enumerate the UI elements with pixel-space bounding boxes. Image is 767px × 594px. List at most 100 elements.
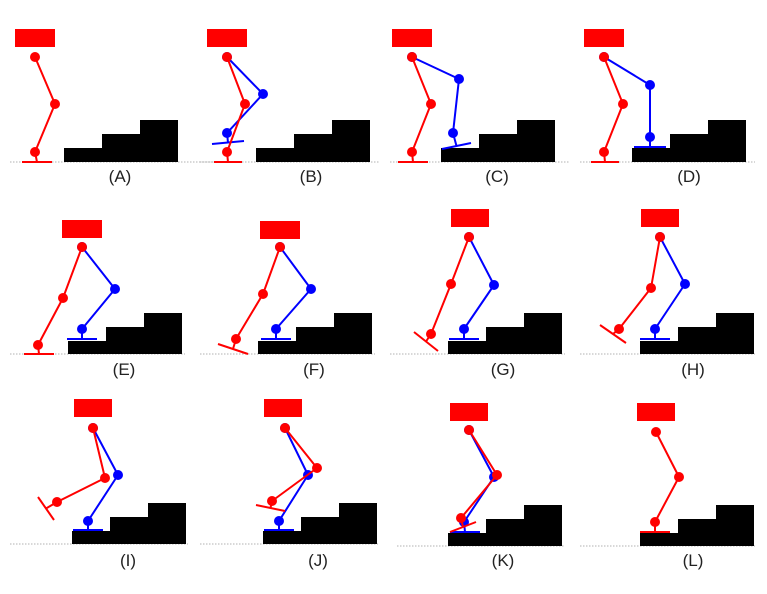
- torso-block-e: [62, 220, 102, 238]
- panel-a: [10, 29, 230, 163]
- right-ankle-joint-g: [459, 324, 469, 334]
- panel-b: [200, 29, 380, 163]
- torso-block-h: [641, 209, 679, 227]
- panel-e: [10, 220, 185, 355]
- left-hip-joint-c: [407, 52, 417, 62]
- right-knee-joint-i: [113, 470, 123, 480]
- left-hip-joint-e: [77, 242, 87, 252]
- left-knee-joint-i: [100, 473, 110, 483]
- left-ankle-joint-k: [456, 513, 466, 523]
- torso-block-g: [451, 209, 489, 227]
- panel-label-h: (H): [681, 360, 705, 379]
- torso-block-i: [74, 399, 112, 417]
- left-hip-joint-l: [651, 427, 661, 437]
- left-knee-joint-a: [50, 99, 60, 109]
- torso-block-f: [260, 221, 300, 239]
- panel-label-g: (G): [491, 360, 516, 379]
- torso-block-k: [450, 403, 488, 421]
- torso-block-c: [392, 29, 432, 47]
- stair-step-3-j: [339, 503, 377, 544]
- left-knee-joint-l: [674, 472, 684, 482]
- panel-j: [200, 399, 378, 545]
- left-knee-joint-c: [426, 99, 436, 109]
- right-ankle-joint-e: [77, 324, 87, 334]
- left-leg-j: [271, 427, 318, 502]
- stair-step-3-g: [524, 313, 562, 354]
- stair-step-3-f: [334, 313, 372, 354]
- right-knee-joint-f: [306, 284, 316, 294]
- left-ankle-joint-j: [267, 496, 277, 506]
- torso-block-b: [207, 29, 247, 47]
- left-hip-joint-j: [280, 423, 290, 433]
- right-knee-joint-b: [258, 89, 268, 99]
- left-ankle-joint-i: [52, 497, 62, 507]
- right-ankle-joint-c: [448, 128, 458, 138]
- left-knee-joint-k: [492, 470, 502, 480]
- left-hip-joint-k: [464, 425, 474, 435]
- stair-step-3-e: [144, 313, 182, 354]
- panel-label-b: (B): [300, 167, 323, 186]
- left-hip-joint-a: [30, 52, 40, 62]
- stair-step-3-c: [517, 120, 555, 162]
- left-hip-joint-h: [655, 232, 665, 242]
- left-ankle-joint-e: [33, 340, 43, 350]
- right-ankle-joint-j: [274, 516, 284, 526]
- stair-step-3-h: [716, 313, 754, 354]
- left-ankle-joint-c: [407, 147, 417, 157]
- left-hip-joint-i: [88, 423, 98, 433]
- right-ankle-joint-f: [271, 324, 281, 334]
- right-leg-f: [275, 246, 312, 330]
- left-leg-h: [618, 236, 661, 330]
- stair-step-3-b: [332, 120, 370, 162]
- panel-label-f: (F): [303, 360, 325, 379]
- panel-label-k: (K): [492, 551, 515, 570]
- panel-label-i: (I): [120, 551, 136, 570]
- torso-block-j: [264, 399, 302, 417]
- panel-label-a: (A): [109, 167, 132, 186]
- left-ankle-joint-h: [614, 324, 624, 334]
- left-knee-joint-f: [258, 289, 268, 299]
- panel-c: [390, 29, 570, 163]
- torso-block-a: [15, 29, 55, 47]
- left-ankle-joint-g: [426, 329, 436, 339]
- panel-i: [10, 399, 188, 545]
- panel-label-j: (J): [308, 551, 328, 570]
- right-leg-c: [411, 56, 460, 134]
- left-ankle-joint-f: [231, 334, 241, 344]
- right-ankle-joint-h: [650, 324, 660, 334]
- torso-block-l: [637, 403, 675, 421]
- torso-block-d: [584, 29, 624, 47]
- panels-group: [10, 29, 755, 547]
- left-ankle-joint-a: [30, 147, 40, 157]
- stair-step-3-k: [524, 505, 562, 546]
- right-knee-joint-e: [110, 284, 120, 294]
- panel-h: [580, 209, 755, 355]
- panel-d: [580, 29, 755, 163]
- left-knee-joint-h: [646, 283, 656, 293]
- left-hip-joint-f: [275, 242, 285, 252]
- left-knee-joint-b: [240, 99, 250, 109]
- left-hip-joint-g: [464, 232, 474, 242]
- left-knee-joint-d: [618, 99, 628, 109]
- right-knee-joint-g: [489, 280, 499, 290]
- panel-f: [200, 221, 375, 355]
- stair-step-3-a: [140, 120, 178, 162]
- right-knee-joint-h: [680, 279, 690, 289]
- left-ankle-joint-l: [650, 517, 660, 527]
- right-ankle-joint-d: [645, 132, 655, 142]
- panel-g: [390, 209, 565, 355]
- left-hip-joint-b: [222, 52, 232, 62]
- panel-l: [580, 403, 755, 547]
- right-leg-e: [81, 246, 116, 330]
- right-leg-d: [603, 56, 651, 137]
- left-knee-joint-g: [446, 279, 456, 289]
- stair-step-3-d: [708, 120, 746, 162]
- stair-step-3-i: [148, 503, 186, 544]
- left-knee-joint-e: [58, 293, 68, 303]
- left-knee-joint-j: [312, 463, 322, 473]
- panel-label-e: (E): [113, 360, 136, 379]
- panel-k: [397, 403, 565, 547]
- left-ankle-joint-d: [599, 147, 609, 157]
- panel-label-c: (C): [485, 167, 509, 186]
